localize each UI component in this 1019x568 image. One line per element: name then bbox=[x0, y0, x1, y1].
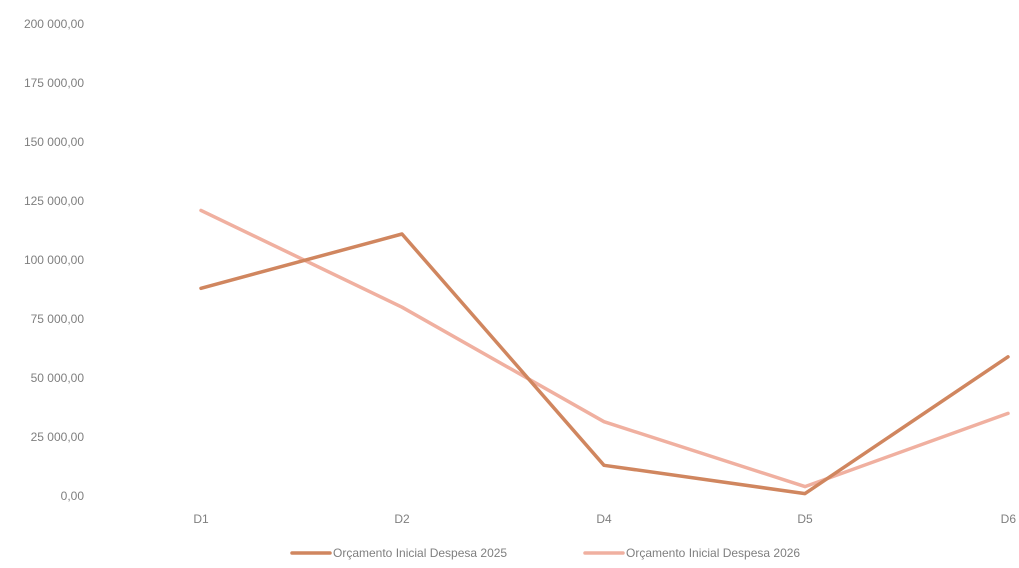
y-axis-tick-labels: 0,00 25 000,00 50 000,00 75 000,00 100 000,0… bbox=[24, 17, 84, 503]
legend-label-1: Orçamento Inicial Despesa 2025 bbox=[333, 546, 507, 560]
x-tick-label: D2 bbox=[394, 512, 410, 526]
y-tick-label: 100 000,00 bbox=[24, 253, 84, 267]
y-tick-label: 200 000,00 bbox=[24, 17, 84, 31]
x-tick-label: D6 bbox=[1001, 512, 1017, 526]
legend-label-2: Orçamento Inicial Despesa 2026 bbox=[626, 546, 800, 560]
series-line-2 bbox=[199, 208, 1010, 489]
series-lines bbox=[199, 208, 1010, 496]
legend: Orçamento Inicial Despesa 2025 Orçamento … bbox=[290, 546, 800, 560]
series-line-1 bbox=[199, 232, 1010, 496]
x-axis-tick-labels: D1 D2 D4 D5 D6 bbox=[193, 512, 1016, 526]
x-tick-label: D5 bbox=[797, 512, 813, 526]
y-tick-label: 175 000,00 bbox=[24, 76, 84, 90]
y-tick-label: 150 000,00 bbox=[24, 135, 84, 149]
x-tick-label: D1 bbox=[193, 512, 209, 526]
y-tick-label: 75 000,00 bbox=[31, 312, 85, 326]
y-tick-label: 0,00 bbox=[61, 489, 85, 503]
x-tick-label: D4 bbox=[596, 512, 612, 526]
y-tick-label: 50 000,00 bbox=[31, 371, 85, 385]
y-tick-label: 25 000,00 bbox=[31, 430, 85, 444]
y-tick-label: 125 000,00 bbox=[24, 194, 84, 208]
